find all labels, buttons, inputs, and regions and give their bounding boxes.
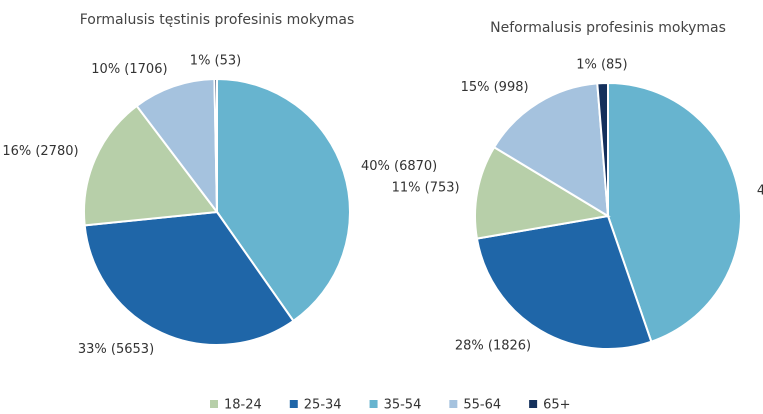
- legend-swatch: [449, 400, 458, 408]
- slice-label: 1% (85): [576, 58, 627, 73]
- slice-label: 28% (1826): [455, 338, 531, 353]
- legend-label: 18-24: [224, 398, 262, 413]
- pie-slice: [492, 82, 610, 218]
- slice-label: 33% (5653): [78, 342, 154, 357]
- legend-label: 55-64: [463, 398, 501, 413]
- legend-swatch: [289, 400, 298, 408]
- pie-slice: [83, 104, 219, 227]
- legend-swatch: [369, 400, 378, 408]
- pie-slice: [213, 77, 218, 213]
- slice-label: 11% (753): [392, 181, 460, 196]
- pie-slice: [135, 78, 219, 216]
- slice-label: 16% (2780): [2, 144, 78, 159]
- slice-label: 15% (998): [461, 80, 529, 95]
- pie-slice: [475, 214, 653, 350]
- legend-label: 35-54: [384, 398, 422, 413]
- chart-title: Neformalusis profesinis mokymas: [490, 20, 726, 36]
- slice-label: 1% (53): [190, 54, 241, 69]
- slice-label: 45% (2962): [757, 184, 763, 199]
- legend-swatch: [529, 400, 538, 408]
- pie-slice: [596, 81, 609, 217]
- pie-slice: [83, 210, 295, 346]
- pie-slice: [607, 81, 742, 344]
- slice-label: 10% (1706): [91, 62, 167, 77]
- chart-title: Formalusis tęstinis profesinis mokymas: [80, 12, 355, 28]
- pie-slice: [216, 77, 351, 323]
- legend-swatch: [210, 400, 218, 408]
- pie-slice: [474, 145, 611, 240]
- slice-label: 40% (6870): [361, 159, 437, 174]
- legend-label: 25-34: [304, 398, 342, 413]
- legend-label: 65+: [543, 398, 570, 413]
